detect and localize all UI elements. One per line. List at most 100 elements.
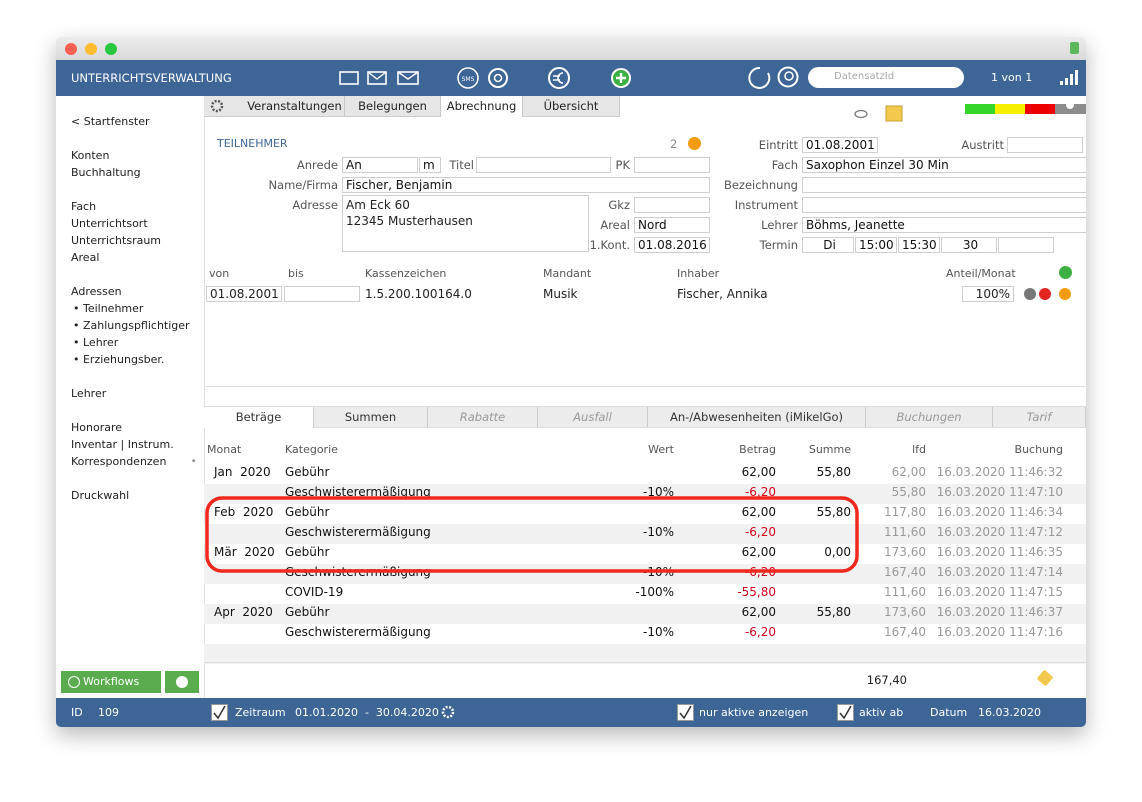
gender-field[interactable]: m xyxy=(419,157,441,173)
billing-cell: 16.03.2020 11:47:10 xyxy=(936,485,1063,499)
billing-cell: Gebühr xyxy=(285,605,330,619)
detail-tab[interactable]: Rabatte xyxy=(428,407,538,427)
address-field[interactable] xyxy=(342,195,589,252)
termin-minutes[interactable]: 30 xyxy=(941,237,997,253)
add-client[interactable] xyxy=(1059,266,1072,279)
anrede-field[interactable]: An xyxy=(342,157,418,173)
close-button[interactable] xyxy=(65,43,77,55)
euro-icon[interactable] xyxy=(548,67,570,89)
sidebar-item[interactable]: Unterrichtsraum xyxy=(71,234,162,247)
sidebar-item[interactable]: • Lehrer xyxy=(73,336,119,349)
detail-tab[interactable]: An-/Abwesenheiten (iMikelGo) xyxy=(648,407,866,427)
sidebar-item[interactable]: • Zahlungspflichtiger xyxy=(73,319,190,332)
refresh-icon[interactable] xyxy=(748,66,771,89)
titel-field[interactable] xyxy=(476,157,611,173)
sidebar-item[interactable]: Korrespondenzen xyxy=(71,455,167,468)
austritt-label: Austritt xyxy=(961,138,1004,152)
pk-label: PK xyxy=(615,158,630,172)
billing-total: 167,40 xyxy=(866,673,907,687)
zeitraum-settings[interactable] xyxy=(441,705,457,721)
row-action[interactable] xyxy=(1024,288,1036,300)
sidebar-item[interactable]: Unterrichtsort xyxy=(71,217,148,230)
participant-nav[interactable] xyxy=(688,137,701,150)
column-header: Anteil/Monat xyxy=(946,267,1016,280)
fach-field[interactable]: Saxophon Einzel 30 Min xyxy=(802,157,1086,173)
sidebar-item[interactable]: • Teilnehmer xyxy=(73,302,144,315)
sidebar-item[interactable]: Areal xyxy=(71,251,100,264)
detail-tab[interactable]: Ausfall xyxy=(538,407,648,427)
column-header: lfd xyxy=(912,443,926,456)
sidebar-item[interactable]: Lehrer xyxy=(71,387,107,400)
sidebar-item[interactable]: Konten xyxy=(71,149,110,162)
id-value: 109 xyxy=(98,706,119,719)
tab[interactable]: Übersicht xyxy=(523,96,620,116)
detail-tab[interactable]: Buchungen xyxy=(866,407,993,427)
sidebar-item[interactable]: Adressen xyxy=(71,285,122,298)
instrument-field[interactable] xyxy=(802,197,1086,213)
email-at-icon[interactable] xyxy=(488,68,508,88)
lehrer-field[interactable]: Böhms, Jeanette xyxy=(802,217,1086,233)
anteil-field[interactable] xyxy=(962,286,1014,302)
tab[interactable]: Veranstaltungen xyxy=(245,96,345,116)
pk-field[interactable] xyxy=(634,157,710,173)
workflows-button[interactable]: Workflows xyxy=(61,671,161,693)
mail-icon[interactable] xyxy=(367,71,387,85)
name-field[interactable]: Fischer, Benjamin xyxy=(342,177,710,193)
detail-tab[interactable]: Beträge xyxy=(204,407,314,428)
row-action[interactable] xyxy=(1039,288,1051,300)
billing-cell: Geschwisterermäßigung xyxy=(285,485,431,499)
note-icon[interactable] xyxy=(885,105,903,122)
highlight-annotation xyxy=(205,496,859,573)
total-separator xyxy=(204,662,1086,663)
add-workflow-button[interactable] xyxy=(165,671,199,693)
tab[interactable]: Abrechnung xyxy=(441,96,523,117)
row-stripe xyxy=(204,644,1086,664)
termin-start[interactable]: 15:00 xyxy=(855,237,897,253)
termin-day[interactable]: Di xyxy=(802,237,854,253)
billing-cell: -6,20 xyxy=(744,485,776,499)
settings-icon[interactable] xyxy=(210,99,240,113)
search-icon[interactable] xyxy=(777,66,799,88)
print-icon[interactable] xyxy=(339,71,359,85)
eintritt-field[interactable]: 01.08.2001 xyxy=(802,137,878,153)
detail-tab[interactable]: Summen xyxy=(314,407,428,427)
sidebar-item[interactable]: Druckwahl xyxy=(71,489,130,502)
sidebar-item[interactable]: Honorare xyxy=(71,421,123,434)
sidebar-item[interactable]: < Startfenster xyxy=(71,115,150,128)
sidebar-item[interactable]: Fach xyxy=(71,200,97,213)
billing-cell: 167,40 xyxy=(884,565,926,579)
sidebar-item[interactable]: • Erziehungsber. xyxy=(73,353,165,366)
status-red[interactable] xyxy=(1025,104,1055,114)
status-green[interactable] xyxy=(965,104,995,114)
first-contact-field[interactable]: 01.08.2016 xyxy=(634,237,710,253)
eye-icon[interactable] xyxy=(854,109,868,119)
row-action[interactable] xyxy=(1059,288,1071,300)
status-yellow[interactable] xyxy=(995,104,1025,114)
zoom-button[interactable] xyxy=(105,43,117,55)
termin-end[interactable]: 15:30 xyxy=(898,237,940,253)
zeitraum-checkbox[interactable] xyxy=(211,704,229,722)
minimize-button[interactable] xyxy=(85,43,97,55)
workflows-icon xyxy=(68,676,80,688)
termin-extra[interactable] xyxy=(998,237,1054,253)
active-only-checkbox[interactable] xyxy=(677,704,695,722)
bezeichnung-field[interactable] xyxy=(802,177,1086,193)
sms-icon[interactable] xyxy=(457,67,479,89)
austritt-field[interactable] xyxy=(1007,137,1083,153)
von-field[interactable] xyxy=(206,286,282,302)
gkz-field[interactable] xyxy=(634,197,710,213)
active-from-checkbox[interactable] xyxy=(837,704,855,722)
tab[interactable]: Belegungen xyxy=(345,96,441,116)
sidebar-item[interactable]: Buchhaltung xyxy=(71,166,141,179)
column-header: Betrag xyxy=(739,443,776,456)
mail-all-icon[interactable] xyxy=(397,71,419,85)
column-header: Mandant xyxy=(543,267,592,280)
search-field[interactable]: DatensatzId xyxy=(808,67,964,88)
detail-tab[interactable]: Tarif xyxy=(993,407,1086,427)
status-gray[interactable] xyxy=(1055,104,1086,114)
areal-field[interactable]: Nord xyxy=(634,217,710,233)
sidebar-item[interactable]: Inventar | Instrum. xyxy=(71,438,174,451)
participant-count: 2 xyxy=(670,137,678,151)
bis-field[interactable] xyxy=(284,286,360,302)
